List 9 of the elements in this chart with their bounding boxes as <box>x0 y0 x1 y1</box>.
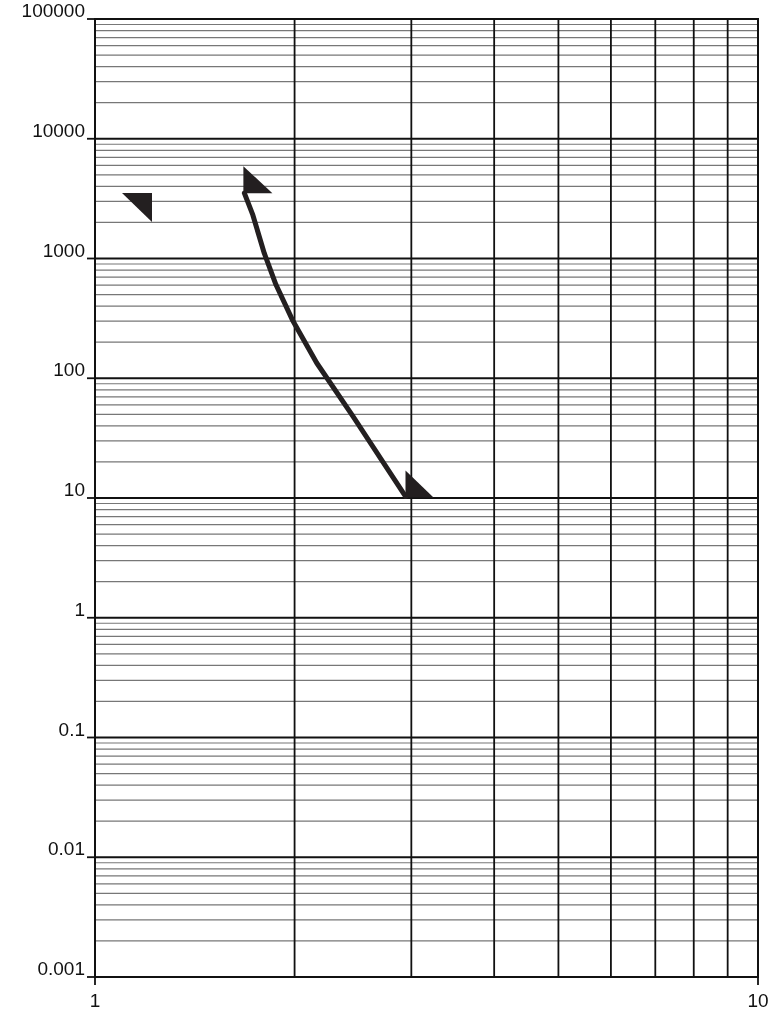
y-tick-label: 10000 <box>32 119 85 141</box>
y-tick-label: 100000 <box>21 0 85 22</box>
y-tick-label: 100 <box>53 359 85 381</box>
y-tick-label: 10 <box>63 479 85 501</box>
y-tick-label: 1 <box>74 598 85 620</box>
y-tick-label: 0.01 <box>48 838 85 860</box>
y-tick-label: 0.1 <box>58 718 85 740</box>
y-tick-label: 1000 <box>42 239 85 261</box>
y-tick-label: 0.001 <box>37 958 85 980</box>
